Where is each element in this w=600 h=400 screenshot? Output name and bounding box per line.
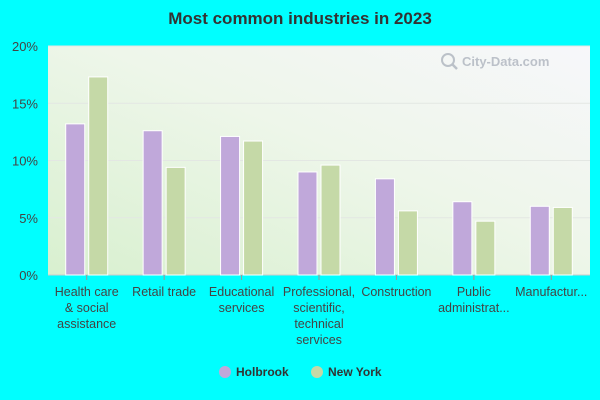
bar-holbrook <box>452 201 473 276</box>
x-tick-label: services <box>296 333 342 347</box>
bars <box>65 76 573 276</box>
legend-swatch <box>311 366 323 378</box>
bar-new-york <box>552 206 573 276</box>
x-tick-label: Construction <box>361 285 431 299</box>
y-tick-label: 5% <box>19 211 38 226</box>
legend-label: New York <box>328 365 382 379</box>
bar-holbrook <box>65 123 86 276</box>
x-tick-label: & social <box>65 301 109 315</box>
x-axis-labels: Health care & social assistance Retail trad… <box>55 275 587 347</box>
bar-new-york <box>320 164 341 276</box>
x-tick-label: assistance <box>57 317 116 331</box>
bar-new-york <box>397 210 418 276</box>
x-tick-label: Manufactur... <box>515 285 587 299</box>
bar-holbrook <box>529 205 550 276</box>
bar-new-york <box>88 76 109 276</box>
bar-holbrook <box>142 130 163 276</box>
bar-holbrook <box>297 171 318 276</box>
bar-holbrook <box>220 135 241 276</box>
bar-new-york <box>475 220 496 276</box>
x-tick-label: scientific, <box>293 301 344 315</box>
x-tick-label: Educational <box>209 285 274 299</box>
y-tick-label: 0% <box>19 268 38 283</box>
x-tick-label: services <box>219 301 265 315</box>
x-tick-label: Health care <box>55 285 119 299</box>
x-tick-label: Professional, <box>283 285 355 299</box>
bar-holbrook <box>374 178 395 276</box>
watermark: City-Data.com <box>441 53 549 70</box>
x-tick-label: administrat... <box>438 301 510 315</box>
x-tick-label: technical <box>294 317 343 331</box>
y-tick-label: 20% <box>12 39 38 54</box>
watermark-text: City-Data.com <box>462 54 549 69</box>
y-axis-ticks: 0% 5% 10% 15% 20% <box>12 39 38 283</box>
chart-title: Most common industries in 2023 <box>168 9 432 28</box>
y-tick-label: 15% <box>12 96 38 111</box>
bar-new-york <box>165 166 186 276</box>
legend-label: Holbrook <box>236 365 289 379</box>
legend: Holbrook New York <box>219 365 382 379</box>
x-tick-label: Public <box>457 285 491 299</box>
legend-swatch <box>219 366 231 378</box>
bar-new-york <box>243 140 264 276</box>
x-tick-label: Retail trade <box>132 285 196 299</box>
magnifier-icon <box>441 53 458 70</box>
y-tick-label: 10% <box>12 154 38 169</box>
